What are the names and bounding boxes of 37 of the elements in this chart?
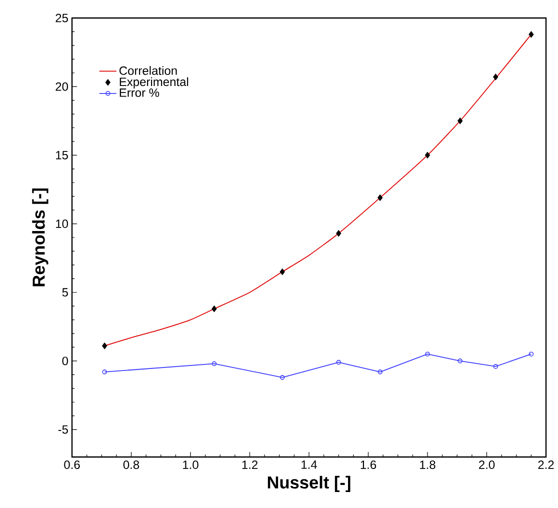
point xyxy=(212,361,217,366)
x-tick-label: 2.0 xyxy=(479,460,495,470)
y-tick-label: 0 xyxy=(62,356,68,366)
point xyxy=(528,31,534,38)
legend-label: Correlation xyxy=(119,66,177,75)
y-tick-label: 10 xyxy=(56,220,68,228)
point xyxy=(424,152,430,159)
x-tick-label: 1.8 xyxy=(420,460,436,470)
x-tick-label: 1.4 xyxy=(302,460,317,469)
legend-label: Experimental xyxy=(120,77,188,88)
legend-label: Error % xyxy=(120,88,160,97)
point xyxy=(378,194,383,202)
point xyxy=(280,268,285,276)
x-axis-title: Nusselt [-] xyxy=(268,476,350,492)
point xyxy=(212,305,217,312)
x-tick-label: 2.2 xyxy=(538,460,554,469)
point xyxy=(336,360,342,365)
point xyxy=(457,117,463,124)
y-tick-label: 15 xyxy=(56,151,68,160)
point xyxy=(102,342,108,350)
y-tick-label: 20 xyxy=(56,82,68,91)
x-tick-label: 1.2 xyxy=(242,460,258,469)
y-tick-label: -5 xyxy=(58,425,68,434)
y-tick-label: 25 xyxy=(56,14,68,22)
point xyxy=(280,375,285,380)
point xyxy=(336,230,342,237)
point xyxy=(493,74,498,80)
y-axis-title: Reynolds [-] xyxy=(32,188,48,286)
point xyxy=(378,370,382,374)
point xyxy=(458,358,462,364)
x-tick-label: 1.6 xyxy=(360,460,376,470)
point xyxy=(493,364,498,369)
y-tick-label: 5 xyxy=(62,288,68,297)
x-tick-label: 1.0 xyxy=(183,460,198,470)
x-tick-label: 0.6 xyxy=(64,460,80,470)
point xyxy=(425,352,430,356)
x-tick-label: 0.8 xyxy=(123,460,140,470)
